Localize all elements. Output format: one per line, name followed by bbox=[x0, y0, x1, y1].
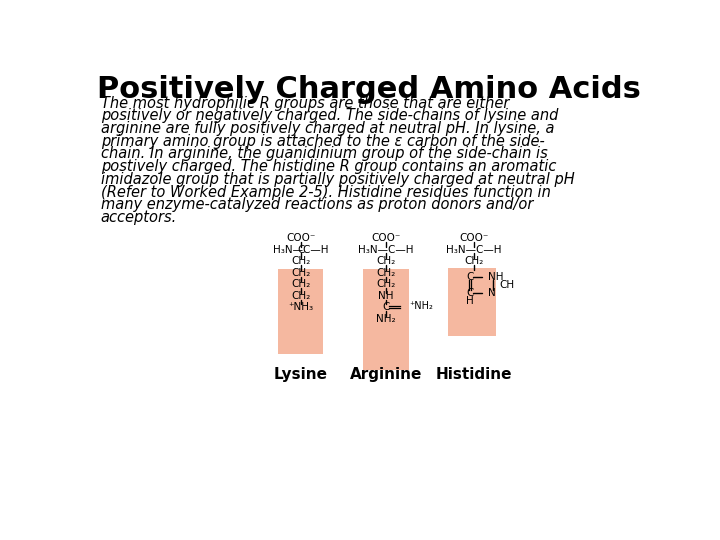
Text: C: C bbox=[466, 272, 474, 281]
Text: CH₂: CH₂ bbox=[291, 256, 310, 266]
Text: CH: CH bbox=[499, 280, 514, 290]
Text: C: C bbox=[297, 245, 305, 254]
Text: ⁺NH₃: ⁺NH₃ bbox=[288, 302, 313, 312]
Text: postively charged. The histidine R group contains an aromatic: postively charged. The histidine R group… bbox=[101, 159, 557, 174]
Text: acceptors.: acceptors. bbox=[101, 210, 177, 225]
Text: NH₂: NH₂ bbox=[377, 314, 396, 324]
Bar bbox=[363, 269, 409, 370]
Text: COO⁻: COO⁻ bbox=[459, 233, 488, 243]
Text: ⁺NH₂: ⁺NH₂ bbox=[409, 301, 433, 311]
Text: H: H bbox=[466, 296, 474, 306]
Bar bbox=[277, 269, 323, 354]
Text: H₃N—C—H: H₃N—C—H bbox=[446, 245, 501, 254]
Text: CH₂: CH₂ bbox=[291, 268, 310, 278]
Text: COO⁻: COO⁻ bbox=[372, 233, 401, 243]
Text: Arginine: Arginine bbox=[350, 367, 422, 382]
Text: CH₂: CH₂ bbox=[291, 279, 310, 289]
Text: CH₂: CH₂ bbox=[377, 256, 396, 266]
Text: The most hydrophilic R groups are those that are either: The most hydrophilic R groups are those … bbox=[101, 96, 509, 111]
Text: Positively Charged Amino Acids: Positively Charged Amino Acids bbox=[97, 75, 641, 104]
Text: CH₂: CH₂ bbox=[377, 279, 396, 289]
Text: C: C bbox=[382, 302, 390, 312]
Text: positively or negatively charged. The side-chains of lysine and: positively or negatively charged. The si… bbox=[101, 109, 558, 123]
Text: Lysine: Lysine bbox=[274, 367, 328, 382]
Text: Histidine: Histidine bbox=[436, 367, 512, 382]
Text: COO⁻: COO⁻ bbox=[286, 233, 315, 243]
Text: CH₂: CH₂ bbox=[464, 256, 483, 266]
Bar bbox=[448, 268, 496, 336]
Text: N: N bbox=[488, 288, 496, 299]
Text: NH: NH bbox=[378, 291, 394, 301]
Text: chain. In arginine, the guanidinium group of the side-chain is: chain. In arginine, the guanidinium grou… bbox=[101, 146, 548, 161]
Text: many enzyme-catalyzed reactions as proton donors and/or: many enzyme-catalyzed reactions as proto… bbox=[101, 197, 534, 212]
Text: H₃N—C—H: H₃N—C—H bbox=[273, 245, 328, 254]
Text: C: C bbox=[466, 288, 474, 299]
Text: NH: NH bbox=[488, 272, 504, 281]
Text: CH₂: CH₂ bbox=[291, 291, 310, 301]
Text: CH₂: CH₂ bbox=[377, 268, 396, 278]
Text: imidazole group that is partially positively charged at neutral pH: imidazole group that is partially positi… bbox=[101, 172, 575, 187]
Text: (Refer to Worked Example 2-5). Histidine residues function in: (Refer to Worked Example 2-5). Histidine… bbox=[101, 185, 551, 200]
Text: H₃N—C—H: H₃N—C—H bbox=[359, 245, 414, 254]
Text: primary amino group is attached to the ε carbon of the side-: primary amino group is attached to the ε… bbox=[101, 134, 544, 148]
Text: arginine are fully positively charged at neutral pH. In lysine, a: arginine are fully positively charged at… bbox=[101, 121, 554, 136]
